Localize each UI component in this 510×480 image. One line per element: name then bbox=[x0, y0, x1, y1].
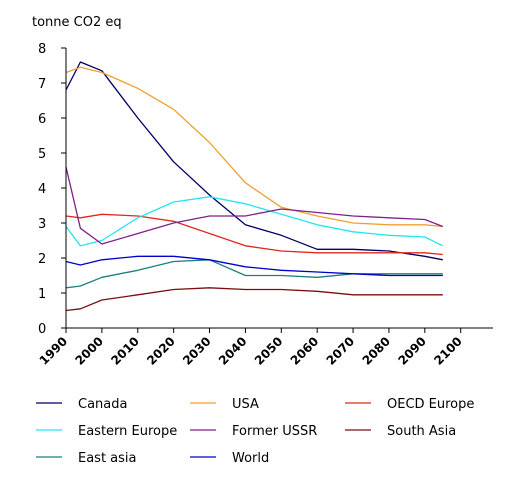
x-tick-label: 2060 bbox=[288, 334, 322, 368]
series-line-usa bbox=[65, 66, 443, 228]
x-tick-label: 2070 bbox=[324, 334, 358, 368]
legend-label-usa: USA bbox=[232, 397, 259, 412]
legend-label-eastern-europe: Eastern Europe bbox=[78, 424, 177, 439]
x-tick-label: 2090 bbox=[395, 334, 429, 368]
x-tick-label: 2040 bbox=[216, 334, 250, 368]
x-tick-label: 2000 bbox=[72, 334, 106, 368]
y-tick-label: 3 bbox=[38, 217, 46, 232]
y-tick-label: 2 bbox=[38, 252, 46, 267]
legend-label-world: World bbox=[232, 451, 269, 466]
y-tick-label: 7 bbox=[38, 77, 46, 92]
x-tick-label: 2010 bbox=[108, 334, 142, 368]
series-line-south-asia bbox=[65, 287, 443, 312]
series-line-oecd-europe bbox=[65, 213, 443, 256]
x-tick-label: 2100 bbox=[431, 334, 465, 368]
series-line-canada bbox=[65, 61, 443, 261]
series-line-former-ussr bbox=[65, 166, 444, 245]
legend-label-south-asia: South Asia bbox=[387, 424, 456, 439]
series-line-eastern-europe bbox=[65, 196, 444, 247]
series-line-east-asia bbox=[65, 259, 443, 289]
y-axis-label: tonne CO2 eq bbox=[32, 15, 122, 30]
x-tick-label: 2020 bbox=[144, 334, 178, 368]
axes: 0 1 2 3 4 5 6 7 8 1990 2000 2010 2020 2030 2040 2050 206… bbox=[37, 42, 493, 368]
legend-label-canada: Canada bbox=[78, 397, 127, 412]
y-tick-label: 0 bbox=[38, 322, 46, 337]
x-tick-label: 2030 bbox=[180, 334, 214, 368]
legend-label-former-ussr: Former USSR bbox=[232, 424, 317, 439]
y-tick-label: 5 bbox=[38, 147, 46, 162]
y-tick-label: 4 bbox=[38, 182, 46, 197]
series-line-world bbox=[65, 255, 443, 277]
x-tick-label: 1990 bbox=[37, 334, 71, 368]
legend: Canada USA OECD Europe Eastern Europe Former… bbox=[36, 397, 474, 466]
plot-lines bbox=[65, 61, 444, 312]
y-tick-label: 6 bbox=[38, 112, 46, 127]
legend-label-east-asia: East asia bbox=[78, 451, 137, 466]
y-tick-label: 8 bbox=[38, 42, 46, 57]
y-tick-label: 1 bbox=[38, 287, 46, 302]
x-tick-label: 2080 bbox=[360, 334, 394, 368]
x-tick-label: 2050 bbox=[252, 334, 286, 368]
legend-label-oecd-europe: OECD Europe bbox=[387, 397, 474, 412]
